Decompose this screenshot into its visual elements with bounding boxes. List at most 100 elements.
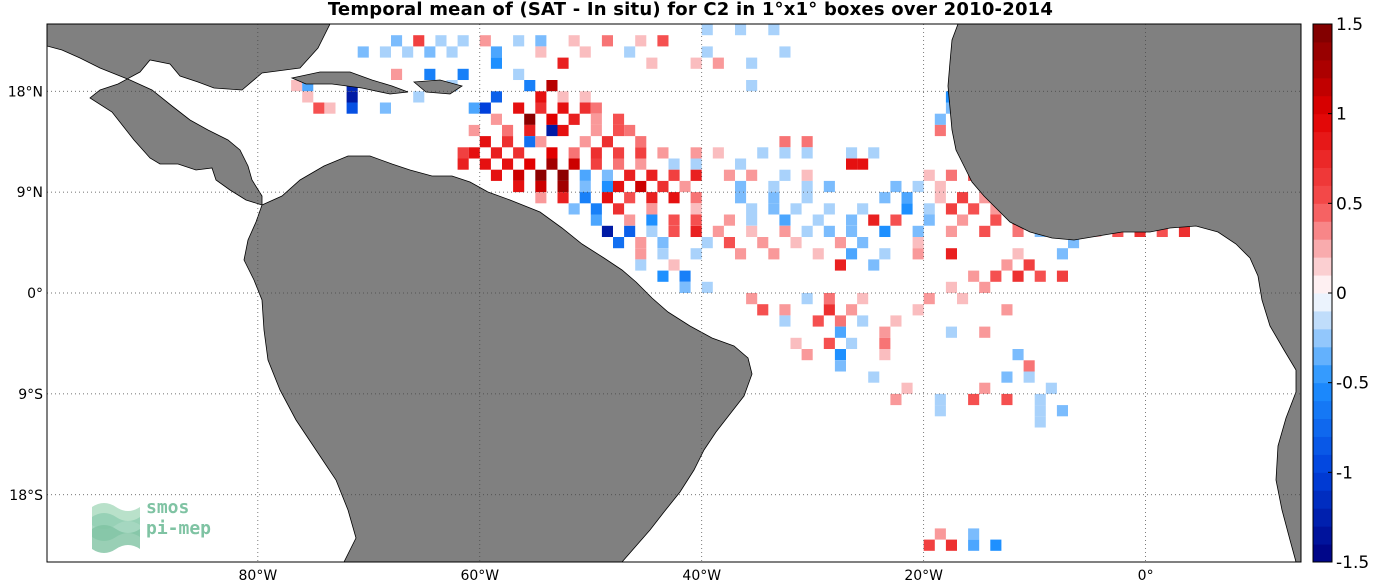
heatmap-cell (590, 124, 602, 137)
colorbar-segment (1313, 221, 1332, 240)
heatmap-cell (834, 259, 846, 271)
heatmap-cell (979, 192, 991, 204)
heatmap-cell (513, 68, 525, 81)
heatmap-cell (1012, 248, 1024, 260)
lon-tick-label: 40°W (682, 568, 721, 582)
lat-tick-label: 0° (27, 286, 43, 302)
heatmap-cell (757, 304, 769, 316)
heatmap-cell (712, 57, 724, 69)
heatmap-cell (735, 192, 747, 204)
heatmap-cell (890, 180, 902, 193)
heatmap-cell (624, 192, 636, 204)
heatmap-cell (657, 147, 669, 159)
heatmap-cell (524, 136, 536, 148)
heatmap-cell (801, 192, 813, 204)
heatmap-cell (779, 147, 791, 159)
heatmap-cell (901, 203, 913, 215)
heatmap-cell (535, 35, 547, 47)
heatmap-cell (779, 169, 791, 181)
heatmap-cell (779, 315, 791, 327)
heatmap-cell (579, 192, 591, 204)
heatmap-cell (568, 113, 580, 125)
heatmap-cell (945, 539, 957, 551)
heatmap-cell (1178, 225, 1190, 238)
heatmap-cell (957, 293, 969, 305)
heatmap-cell (513, 147, 525, 159)
heatmap-cell (735, 180, 747, 193)
heatmap-cell (1023, 259, 1035, 271)
heatmap-cell (768, 248, 780, 260)
heatmap-cell (923, 539, 935, 551)
heatmap-cell (735, 248, 747, 260)
land-africa (947, 24, 1301, 562)
heatmap-cell (1045, 382, 1057, 394)
heatmap-cell (934, 192, 946, 204)
heatmap-cell (613, 180, 625, 193)
heatmap-cell (912, 237, 924, 249)
heatmap-cell (457, 68, 469, 81)
heatmap-cell (934, 180, 946, 193)
heatmap-cell (868, 214, 880, 226)
heatmap-cell (1023, 360, 1035, 372)
heatmap-cell (790, 203, 802, 215)
heatmap-cell (535, 192, 547, 204)
heatmap-cell (513, 35, 525, 47)
heatmap-cell (690, 248, 702, 260)
heatmap-cell (435, 35, 447, 47)
heatmap-cell (846, 248, 858, 260)
heatmap-cell (657, 180, 669, 193)
heatmap-cell (624, 214, 636, 226)
heatmap-cell (557, 169, 569, 181)
heatmap-cell (291, 80, 303, 92)
heatmap-cell (579, 91, 591, 103)
heatmap-cell (535, 136, 547, 148)
heatmap-cell (823, 180, 835, 193)
heatmap-cell (746, 203, 758, 215)
heatmap-cell (391, 35, 403, 47)
heatmap-cell (590, 203, 602, 215)
heatmap-cell (923, 293, 935, 305)
heatmap-cell (513, 180, 525, 193)
heatmap-cell (513, 102, 525, 114)
colorbar-segment (1313, 239, 1332, 258)
heatmap-cell (379, 102, 391, 114)
colorbar-tick-label: 0 (1336, 284, 1347, 304)
heatmap-cell (857, 158, 869, 170)
heatmap-cell (857, 203, 869, 215)
heatmap-cell (479, 35, 491, 47)
heatmap-cell (957, 214, 969, 226)
heatmap-cell (945, 281, 957, 294)
heatmap-cell (357, 46, 369, 58)
heatmap-cell (590, 102, 602, 114)
heatmap-cell (823, 225, 835, 238)
heatmap-cell (968, 203, 980, 215)
logo-line-1: smos (146, 497, 190, 518)
colorbar-segment (1313, 167, 1332, 186)
colorbar-segment (1313, 508, 1332, 527)
heatmap-cell (879, 248, 891, 260)
heatmap-cell (557, 180, 569, 193)
heatmap-cell (923, 169, 935, 181)
heatmap-cell (513, 169, 525, 181)
lat-tick-label: 9°N (17, 185, 43, 201)
heatmap-cell (490, 169, 502, 181)
heatmap-cell (968, 270, 980, 282)
map-frame (46, 23, 1302, 563)
heatmap-cell (668, 214, 680, 226)
heatmap-cell (757, 147, 769, 159)
heatmap-cell (723, 169, 735, 181)
heatmap-cell (479, 158, 491, 170)
land-north-america (47, 24, 331, 206)
heatmap-cell (557, 91, 569, 103)
heatmap-cell (568, 203, 580, 215)
heatmap-cell (590, 147, 602, 159)
heatmap-cell (712, 147, 724, 159)
heatmap-cell (834, 315, 846, 327)
colorbar-tick-label: 1 (1336, 105, 1347, 125)
heatmap-cell (801, 169, 813, 181)
colorbar-tick-label: 0.5 (1336, 194, 1363, 214)
colorbar-segment (1313, 526, 1332, 545)
heatmap-cell (934, 528, 946, 540)
lat-tick-label: 18°N (8, 84, 43, 100)
heatmap-cell (823, 304, 835, 316)
